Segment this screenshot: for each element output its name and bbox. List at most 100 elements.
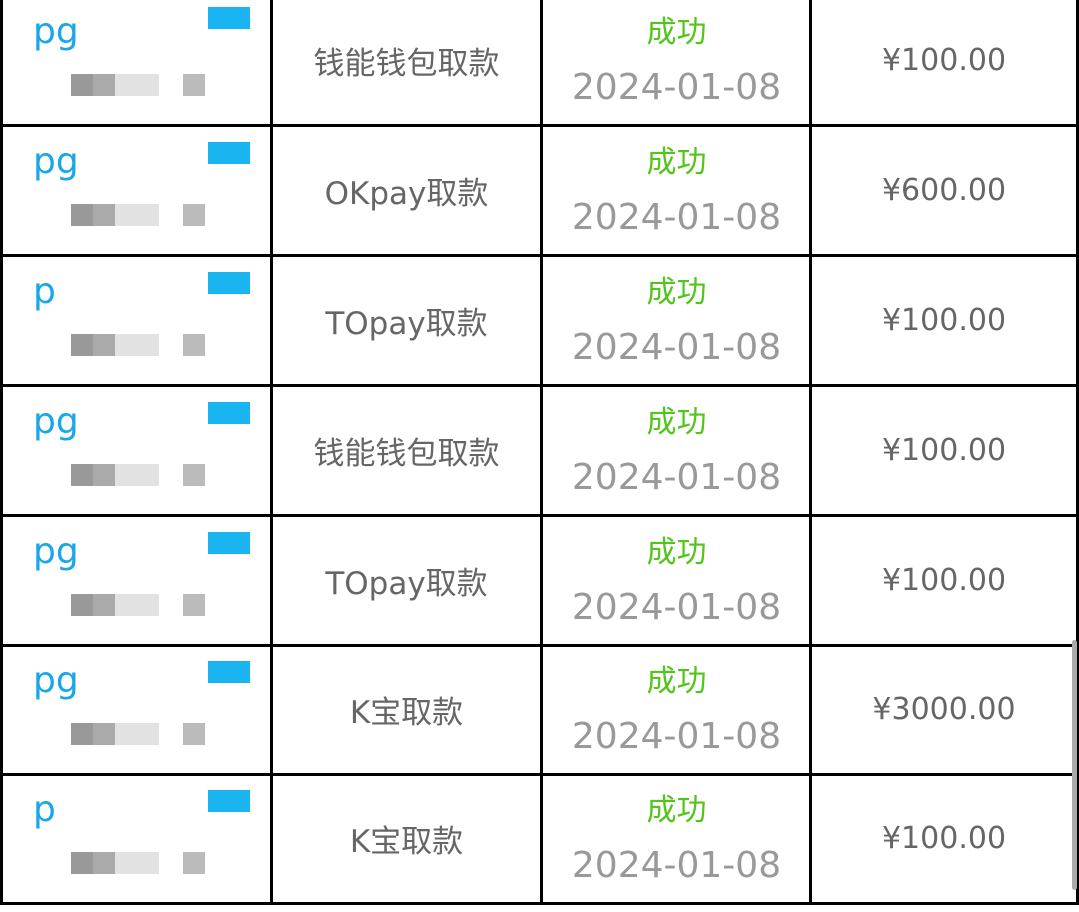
redaction-block: [71, 204, 93, 226]
account-cell: pg: [0, 387, 270, 514]
withdraw-method: 钱能钱包取款: [313, 46, 500, 82]
table-row[interactable]: p TOpay取款 成功 2024-01-08 ¥100.00: [0, 257, 1079, 387]
redaction-block: [208, 7, 250, 29]
account-cell: pg: [0, 517, 270, 644]
method-cell: OKpay取款: [270, 127, 540, 254]
redaction-block: [115, 464, 159, 486]
account-cell: p: [0, 257, 270, 384]
amount: ¥100.00: [881, 821, 1007, 856]
amount: ¥100.00: [881, 43, 1007, 78]
amount: ¥600.00: [881, 173, 1007, 208]
method-cell: 钱能钱包取款: [270, 387, 540, 514]
withdraw-method: K宝取款: [349, 695, 464, 731]
redaction-block: [71, 594, 93, 616]
redaction-block: [208, 790, 250, 812]
redaction-block: [115, 74, 159, 96]
redaction-block: [93, 464, 115, 486]
account-id: p: [33, 271, 56, 312]
redaction-block: [183, 464, 205, 486]
account-cell: pg: [0, 127, 270, 254]
redaction-block: [71, 334, 93, 356]
status-badge: 成功: [646, 664, 707, 699]
amount: ¥3000.00: [872, 692, 1016, 727]
withdraw-method: TOpay取款: [325, 306, 488, 342]
status-badge: 成功: [646, 275, 707, 310]
status-cell: 成功 2024-01-08: [540, 0, 810, 124]
table-row[interactable]: pg TOpay取款 成功 2024-01-08 ¥100.00: [0, 517, 1079, 647]
scrollbar[interactable]: [1072, 640, 1077, 890]
redaction-block: [71, 74, 93, 96]
account-id: pg: [33, 401, 79, 442]
amount-cell: ¥100.00: [809, 387, 1079, 514]
redaction-block: [71, 723, 93, 745]
table-row[interactable]: pg OKpay取款 成功 2024-01-08 ¥600.00: [0, 127, 1079, 257]
redaction-block: [93, 334, 115, 356]
status-badge: 成功: [646, 535, 707, 570]
date: 2024-01-08: [571, 716, 782, 757]
withdraw-method: K宝取款: [349, 824, 464, 860]
redaction-block: [93, 852, 115, 874]
account-cell: pg: [0, 646, 270, 773]
status-badge: 成功: [646, 793, 707, 828]
status-cell: 成功 2024-01-08: [540, 775, 810, 902]
amount-cell: ¥100.00: [809, 0, 1079, 124]
redaction-block: [71, 852, 93, 874]
method-cell: TOpay取款: [270, 257, 540, 384]
date: 2024-01-08: [571, 327, 782, 368]
redaction-block: [183, 594, 205, 616]
date: 2024-01-08: [571, 587, 782, 628]
table-row[interactable]: pg 钱能钱包取款 成功 2024-01-08 ¥100.00: [0, 387, 1079, 517]
withdraw-method: 钱能钱包取款: [313, 436, 500, 472]
status-cell: 成功 2024-01-08: [540, 517, 810, 644]
status-cell: 成功 2024-01-08: [540, 646, 810, 773]
status-cell: 成功 2024-01-08: [540, 387, 810, 514]
redaction-block: [183, 334, 205, 356]
amount-cell: ¥3000.00: [809, 646, 1079, 773]
amount: ¥100.00: [881, 303, 1007, 338]
account-id: pg: [33, 141, 79, 182]
redaction-block: [208, 532, 250, 554]
table-row[interactable]: p K宝取款 成功 2024-01-08 ¥100.00: [0, 775, 1079, 905]
table-row[interactable]: pg 钱能钱包取款 成功 2024-01-08 ¥100.00: [0, 0, 1079, 127]
redaction-block: [208, 142, 250, 164]
method-cell: TOpay取款: [270, 517, 540, 644]
redaction-block: [208, 402, 250, 424]
status-cell: 成功 2024-01-08: [540, 127, 810, 254]
redaction-block: [115, 204, 159, 226]
account-cell: p: [0, 775, 270, 902]
date: 2024-01-08: [571, 457, 782, 498]
redaction-block: [115, 852, 159, 874]
account-id: p: [33, 789, 56, 830]
account-id: pg: [33, 11, 79, 52]
status-badge: 成功: [646, 145, 707, 180]
status-cell: 成功 2024-01-08: [540, 257, 810, 384]
redaction-block: [93, 594, 115, 616]
redaction-block: [183, 204, 205, 226]
redaction-block: [115, 594, 159, 616]
date: 2024-01-08: [571, 845, 782, 886]
method-cell: K宝取款: [270, 646, 540, 773]
status-badge: 成功: [646, 405, 707, 440]
account-id: pg: [33, 660, 79, 701]
account-id: pg: [33, 531, 79, 572]
account-cell: pg: [0, 0, 270, 124]
table-row[interactable]: pg K宝取款 成功 2024-01-08 ¥3000.00: [0, 646, 1079, 776]
redaction-block: [93, 723, 115, 745]
withdraw-method: TOpay取款: [325, 566, 488, 602]
redaction-block: [208, 272, 250, 294]
redaction-block: [93, 204, 115, 226]
status-badge: 成功: [646, 15, 707, 50]
method-cell: K宝取款: [270, 775, 540, 902]
redaction-block: [71, 464, 93, 486]
redaction-block: [183, 852, 205, 874]
date: 2024-01-08: [571, 67, 782, 108]
redaction-block: [208, 661, 250, 683]
redaction-block: [93, 74, 115, 96]
amount-cell: ¥600.00: [809, 127, 1079, 254]
method-cell: 钱能钱包取款: [270, 0, 540, 124]
amount: ¥100.00: [881, 563, 1007, 598]
date: 2024-01-08: [571, 197, 782, 238]
redaction-block: [115, 334, 159, 356]
withdraw-method: OKpay取款: [324, 176, 489, 212]
redaction-block: [115, 723, 159, 745]
